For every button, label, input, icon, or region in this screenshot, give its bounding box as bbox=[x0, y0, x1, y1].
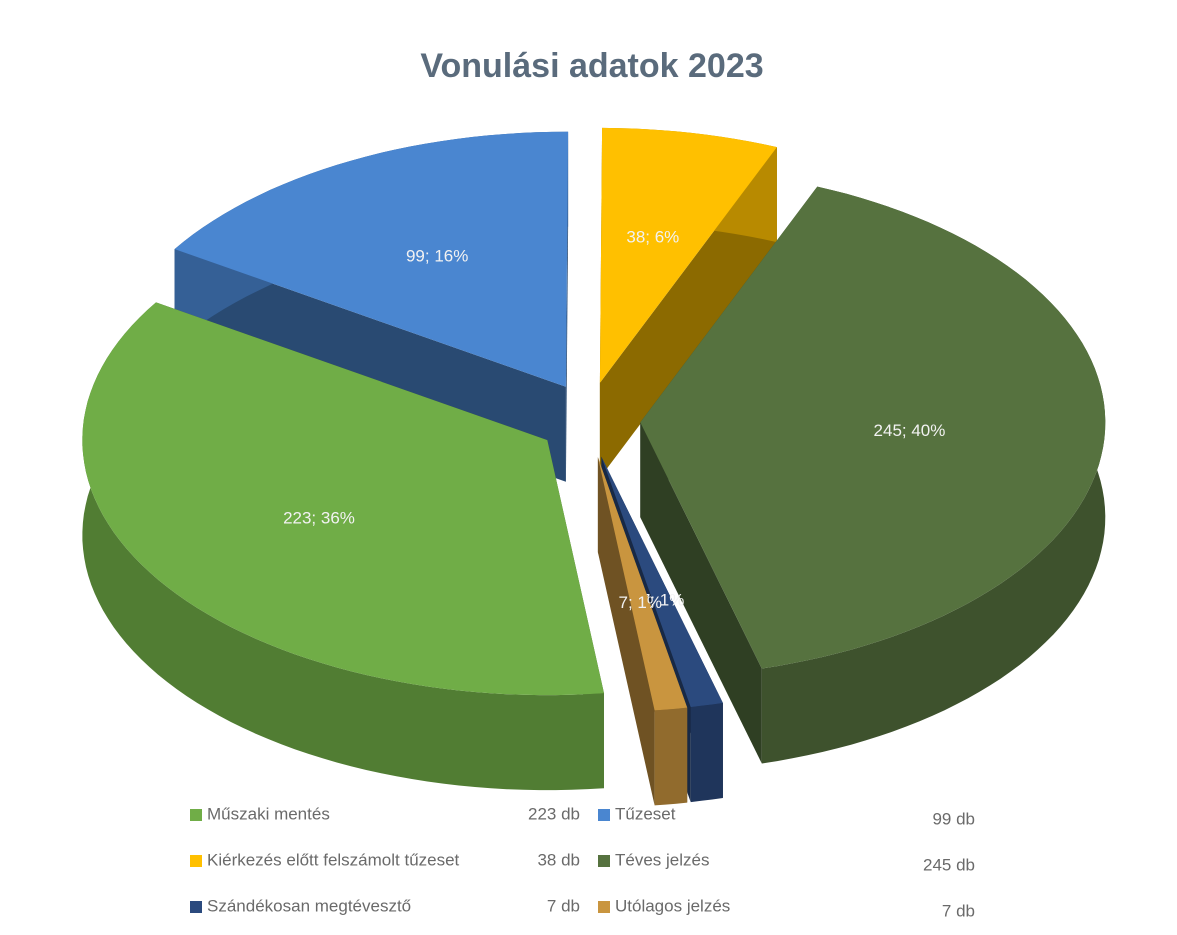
pie-slice bbox=[599, 127, 777, 383]
pie-slice bbox=[174, 131, 569, 387]
slice-wall bbox=[640, 422, 762, 764]
data-label: 245; 40% bbox=[874, 421, 946, 440]
pie-slice bbox=[82, 302, 604, 696]
legend-value: 7 db bbox=[547, 896, 580, 915]
legend-label: Szándékosan megtévesztő bbox=[207, 896, 411, 915]
legend-value: 7 db bbox=[942, 901, 975, 920]
data-label: 99; 16% bbox=[406, 246, 468, 265]
legend-label: Műszaki mentés bbox=[207, 804, 330, 823]
legend-label: Kiérkezés előtt felszámolt tűzeset bbox=[207, 850, 460, 869]
legend: Műszaki mentés 223 db Tűzeset 99 db Kiérkezé… bbox=[190, 804, 975, 920]
legend-value: 99 db bbox=[932, 809, 975, 828]
legend-swatch bbox=[190, 809, 202, 821]
legend-label: Utólagos jelzés bbox=[615, 896, 730, 915]
legend-swatch bbox=[598, 809, 610, 821]
slice-edge bbox=[82, 302, 604, 791]
data-label: 7; 1% bbox=[619, 593, 662, 612]
legend-value: 223 db bbox=[528, 804, 580, 823]
chart-title: Vonulási adatok 2023 bbox=[420, 47, 763, 85]
slice-wall bbox=[597, 457, 655, 806]
slice-edge bbox=[690, 703, 723, 803]
slice-edge bbox=[654, 707, 688, 806]
legend-swatch bbox=[598, 901, 610, 913]
legend-value: 245 db bbox=[923, 855, 975, 874]
pie-slice bbox=[597, 457, 688, 711]
legend-value: 38 db bbox=[537, 850, 580, 869]
pie-slice bbox=[640, 186, 1106, 669]
legend-swatch bbox=[190, 901, 202, 913]
data-label: 38; 6% bbox=[626, 227, 679, 246]
data-label: 223; 36% bbox=[283, 508, 355, 527]
data-label: 7; 1% bbox=[641, 590, 684, 609]
legend-label: Tűzeset bbox=[615, 804, 676, 823]
slice-tops: 223; 36% 99; 16% 38; 6% 245; 40% 7; 1%7; 1% bbox=[82, 127, 1106, 711]
legend-label: Téves jelzés bbox=[615, 850, 709, 869]
pie-slice bbox=[601, 456, 723, 708]
legend-swatch bbox=[598, 855, 610, 867]
legend-swatch bbox=[190, 855, 202, 867]
